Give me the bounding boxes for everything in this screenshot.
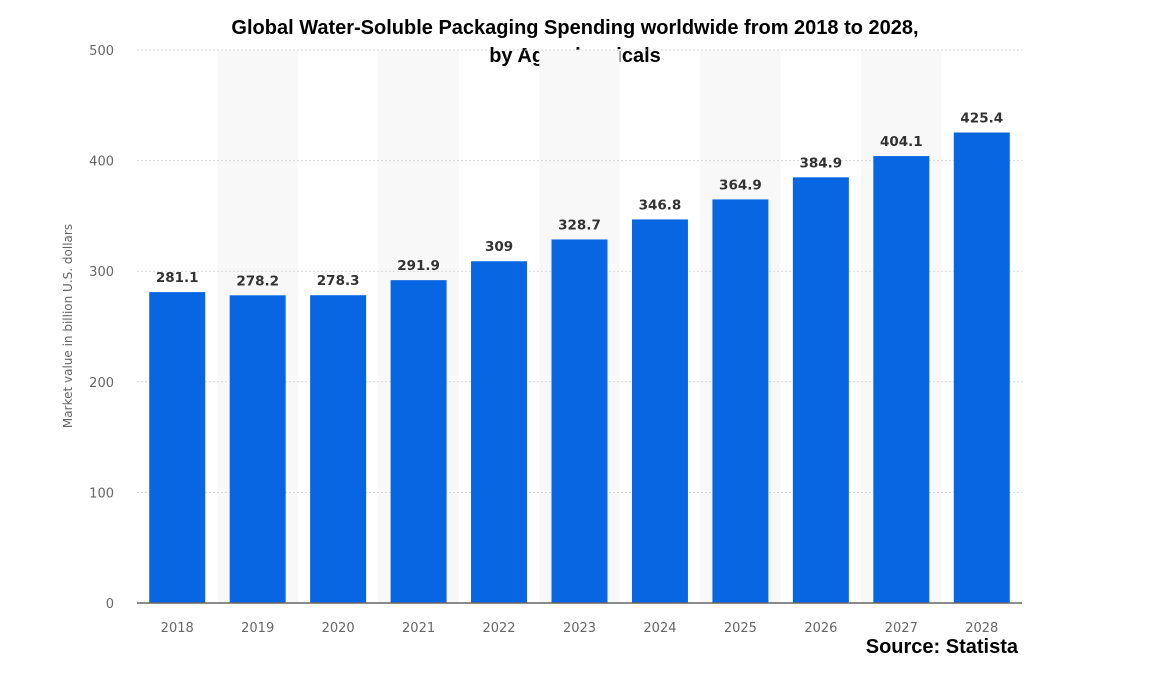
data-label: 291.9 [397,258,440,274]
bar-2025 [712,199,769,603]
bar-2021 [390,280,447,603]
data-label: 309 [485,239,513,255]
x-tick-label: 2018 [161,621,194,636]
x-tick-label: 2023 [563,621,596,636]
bar-2024 [631,219,688,603]
source-note: Source: Statista [865,636,1018,658]
x-tick-label: 2028 [965,621,998,636]
data-label: 346.8 [639,197,682,213]
bar-2022 [471,261,528,603]
x-tick-label: 2019 [241,621,274,636]
x-tick-label: 2026 [804,621,837,636]
chart-title-line1: Global Water-Soluble Packaging Spending … [231,17,919,39]
data-label: 278.2 [236,273,279,289]
y-tick-label: 0 [106,597,114,612]
bar-2018 [149,292,206,603]
data-label: 364.9 [719,177,762,193]
y-tick-label: 300 [89,265,114,280]
x-tick-label: 2022 [482,621,515,636]
y-tick-label: 400 [89,155,114,170]
x-tick-label: 2020 [322,621,355,636]
y-axis-label: Market value in billion U.S. dollars [61,224,75,428]
x-tick-label: 2027 [885,621,918,636]
data-label: 278.3 [317,273,360,289]
bar-2027 [873,156,930,603]
bar-2019 [229,295,286,603]
data-label: 281.1 [156,270,199,286]
data-label: 425.4 [960,111,1003,127]
bar-2020 [310,295,367,603]
y-tick-label: 200 [89,376,114,391]
y-tick-label: 100 [89,486,114,501]
data-label: 328.7 [558,217,601,233]
x-tick-label: 2021 [402,621,435,636]
data-label: 404.1 [880,134,923,150]
x-tick-label: 2025 [724,621,757,636]
data-label: 384.9 [800,155,843,171]
bar-2028 [953,132,1010,603]
x-tick-label: 2024 [643,621,676,636]
y-tick-label: 500 [89,44,114,59]
bar-2026 [792,177,849,603]
bar-2023 [551,239,608,603]
